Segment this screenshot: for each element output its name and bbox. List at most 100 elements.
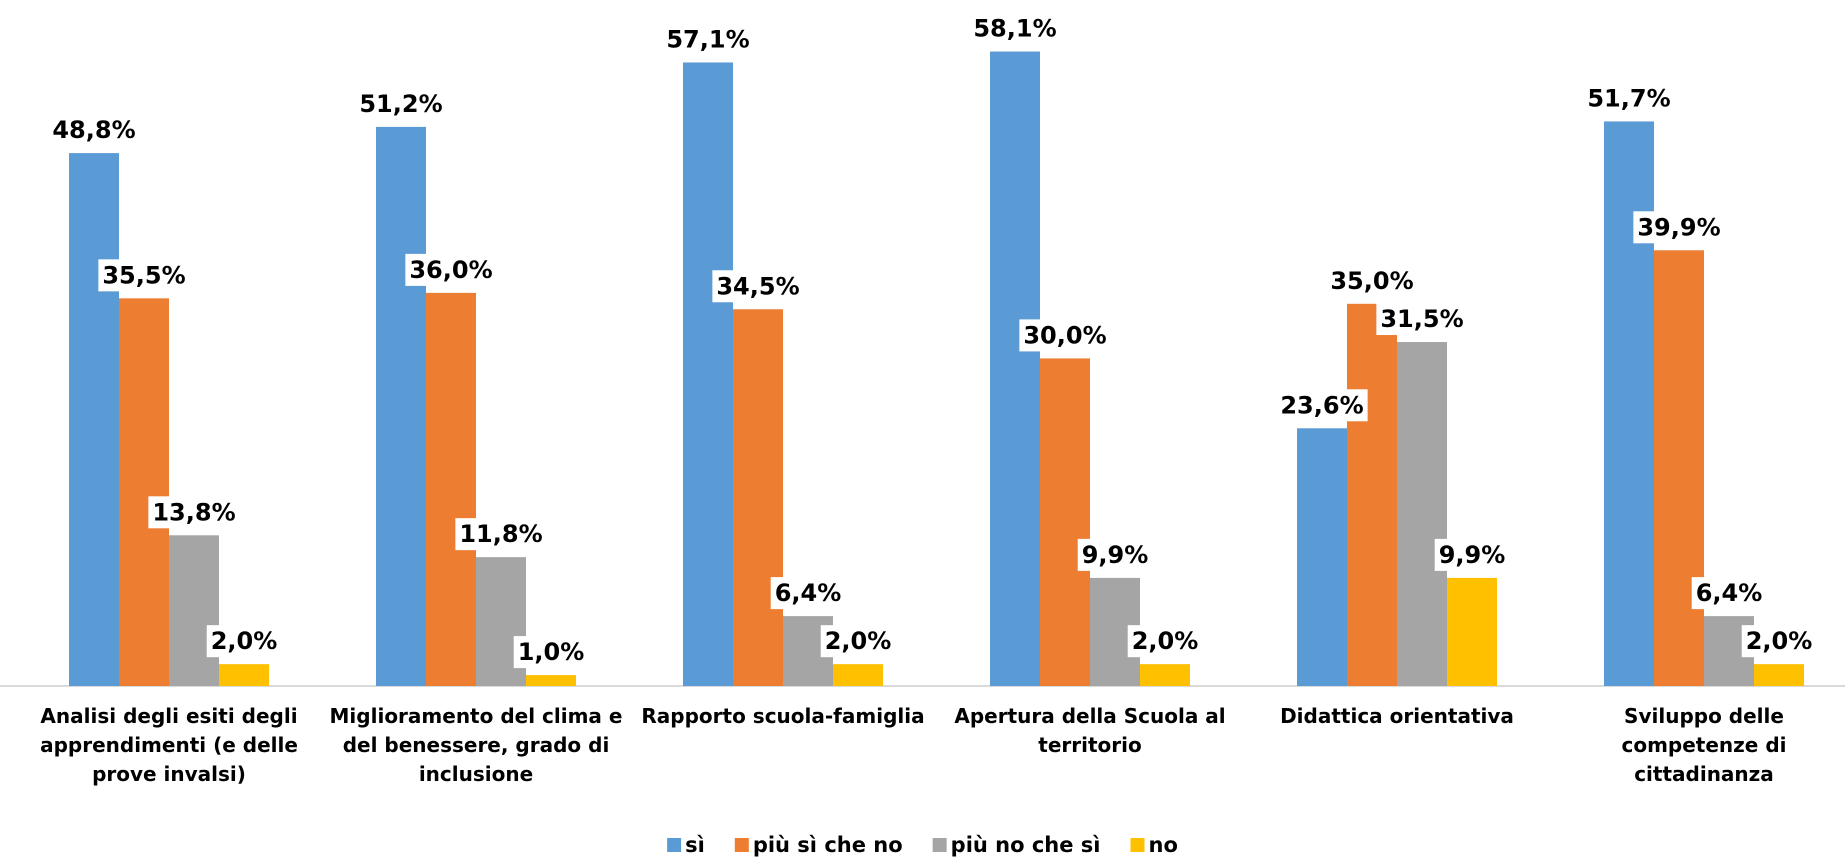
bar: [376, 126, 426, 686]
category-label: Rapporto scuola-famiglia: [641, 704, 925, 728]
legend-swatch: [667, 838, 682, 852]
data-label-group: 2,0%: [1127, 625, 1203, 658]
data-label-group: 51,7%: [1583, 82, 1675, 115]
category-label: Miglioramento del clima e del benessere,…: [329, 704, 623, 786]
category-label: Analisi degli esiti degli apprendimenti …: [40, 704, 298, 786]
data-label-bg: [1019, 319, 1111, 352]
data-label-bg: [355, 87, 447, 120]
data-label-group: 9,9%: [1077, 538, 1153, 571]
legend-swatch: [932, 838, 947, 852]
bar: [1754, 664, 1804, 686]
data-label: 31,5%: [1380, 305, 1463, 333]
data-label-bg: [1583, 82, 1675, 115]
data-label: 39,9%: [1637, 213, 1720, 241]
bar: [1297, 428, 1347, 686]
bar: [833, 664, 883, 686]
data-label-group: 35,0%: [1326, 264, 1418, 297]
category-label: Apertura della Scuola al territorio: [954, 704, 1226, 757]
bar: [426, 292, 476, 686]
data-label-group: 34,5%: [712, 270, 804, 303]
data-label-bg: [513, 636, 589, 669]
data-label-bg: [455, 518, 547, 551]
data-label-group: 31,5%: [1376, 303, 1468, 336]
bar: [733, 309, 783, 686]
bar: [526, 675, 576, 686]
data-label-bg: [1691, 577, 1767, 610]
data-label-bg: [662, 23, 754, 56]
data-label-bg: [206, 625, 282, 658]
data-label: 11,8%: [459, 520, 542, 548]
data-label-bg: [148, 496, 240, 529]
data-label-group: 2,0%: [206, 625, 282, 658]
data-label-group: 30,0%: [1019, 319, 1111, 352]
data-label-bg: [405, 253, 497, 286]
bar: [1654, 250, 1704, 687]
data-label-bg: [969, 12, 1061, 45]
data-label-group: 11,8%: [455, 518, 547, 551]
bar: [219, 664, 269, 686]
data-label-bg: [1326, 264, 1418, 297]
data-label-bg: [1633, 211, 1725, 244]
data-label: 36,0%: [409, 256, 492, 284]
legend: sì più sì che no più no che sì no: [667, 833, 1178, 857]
data-label-group: 48,8%: [48, 114, 140, 147]
data-label-bg: [1434, 538, 1510, 571]
data-label: 30,0%: [1023, 321, 1106, 349]
data-label-bg: [1077, 538, 1153, 571]
data-label: 1,0%: [518, 638, 585, 666]
data-label-bg: [820, 625, 896, 658]
data-label: 34,5%: [716, 272, 799, 300]
data-label: 48,8%: [52, 116, 135, 144]
bar: [990, 51, 1040, 687]
data-label-bg: [98, 259, 190, 292]
legend-label: più no che sì: [951, 833, 1101, 857]
bar: [683, 62, 733, 686]
data-label: 2,0%: [211, 627, 278, 655]
bar: [119, 298, 169, 686]
data-label-group: 13,8%: [148, 496, 240, 529]
legend-label: più sì che no: [753, 833, 903, 857]
data-label: 2,0%: [1132, 627, 1199, 655]
data-label: 57,1%: [666, 25, 749, 53]
bar: [1347, 303, 1397, 686]
data-label-bg: [1741, 625, 1817, 658]
bar: [1604, 121, 1654, 687]
bar: [1140, 664, 1190, 686]
data-label-group: 35,5%: [98, 259, 190, 292]
data-label-bg: [770, 577, 846, 610]
bar: [169, 535, 219, 686]
data-label-group: 1,0%: [513, 636, 589, 669]
legend-label: sì: [685, 833, 705, 857]
data-label-bg: [1276, 389, 1368, 422]
category-label: Didattica orientativa: [1280, 704, 1514, 728]
legend-swatch: [1130, 838, 1145, 852]
data-label-group: 36,0%: [405, 253, 497, 286]
bar: [1447, 577, 1497, 686]
legend-label: no: [1149, 833, 1178, 857]
data-label-bg: [48, 114, 140, 147]
bar: [1040, 358, 1090, 686]
data-label-group: 39,9%: [1633, 211, 1725, 244]
data-label: 9,9%: [1082, 541, 1149, 569]
data-label-group: 9,9%: [1434, 538, 1510, 571]
data-label-group: 6,4%: [770, 577, 846, 610]
data-label-bg: [1127, 625, 1203, 658]
data-label: 51,2%: [359, 90, 442, 118]
data-label-group: 58,1%: [969, 12, 1061, 45]
legend-swatch: [734, 838, 749, 852]
data-label: 35,5%: [102, 261, 185, 289]
data-label: 23,6%: [1280, 391, 1363, 419]
data-label-group: 2,0%: [1741, 625, 1817, 658]
data-label-group: 23,6%: [1276, 389, 1368, 422]
data-label-group: 6,4%: [1691, 577, 1767, 610]
bar: [69, 153, 119, 686]
data-label: 6,4%: [775, 579, 842, 607]
data-label: 9,9%: [1439, 541, 1506, 569]
data-label: 51,7%: [1587, 84, 1670, 112]
data-label: 13,8%: [152, 498, 235, 526]
data-label-group: 57,1%: [662, 23, 754, 56]
data-label-group: 51,2%: [355, 87, 447, 120]
data-label: 35,0%: [1330, 267, 1413, 295]
data-label: 6,4%: [1696, 579, 1763, 607]
